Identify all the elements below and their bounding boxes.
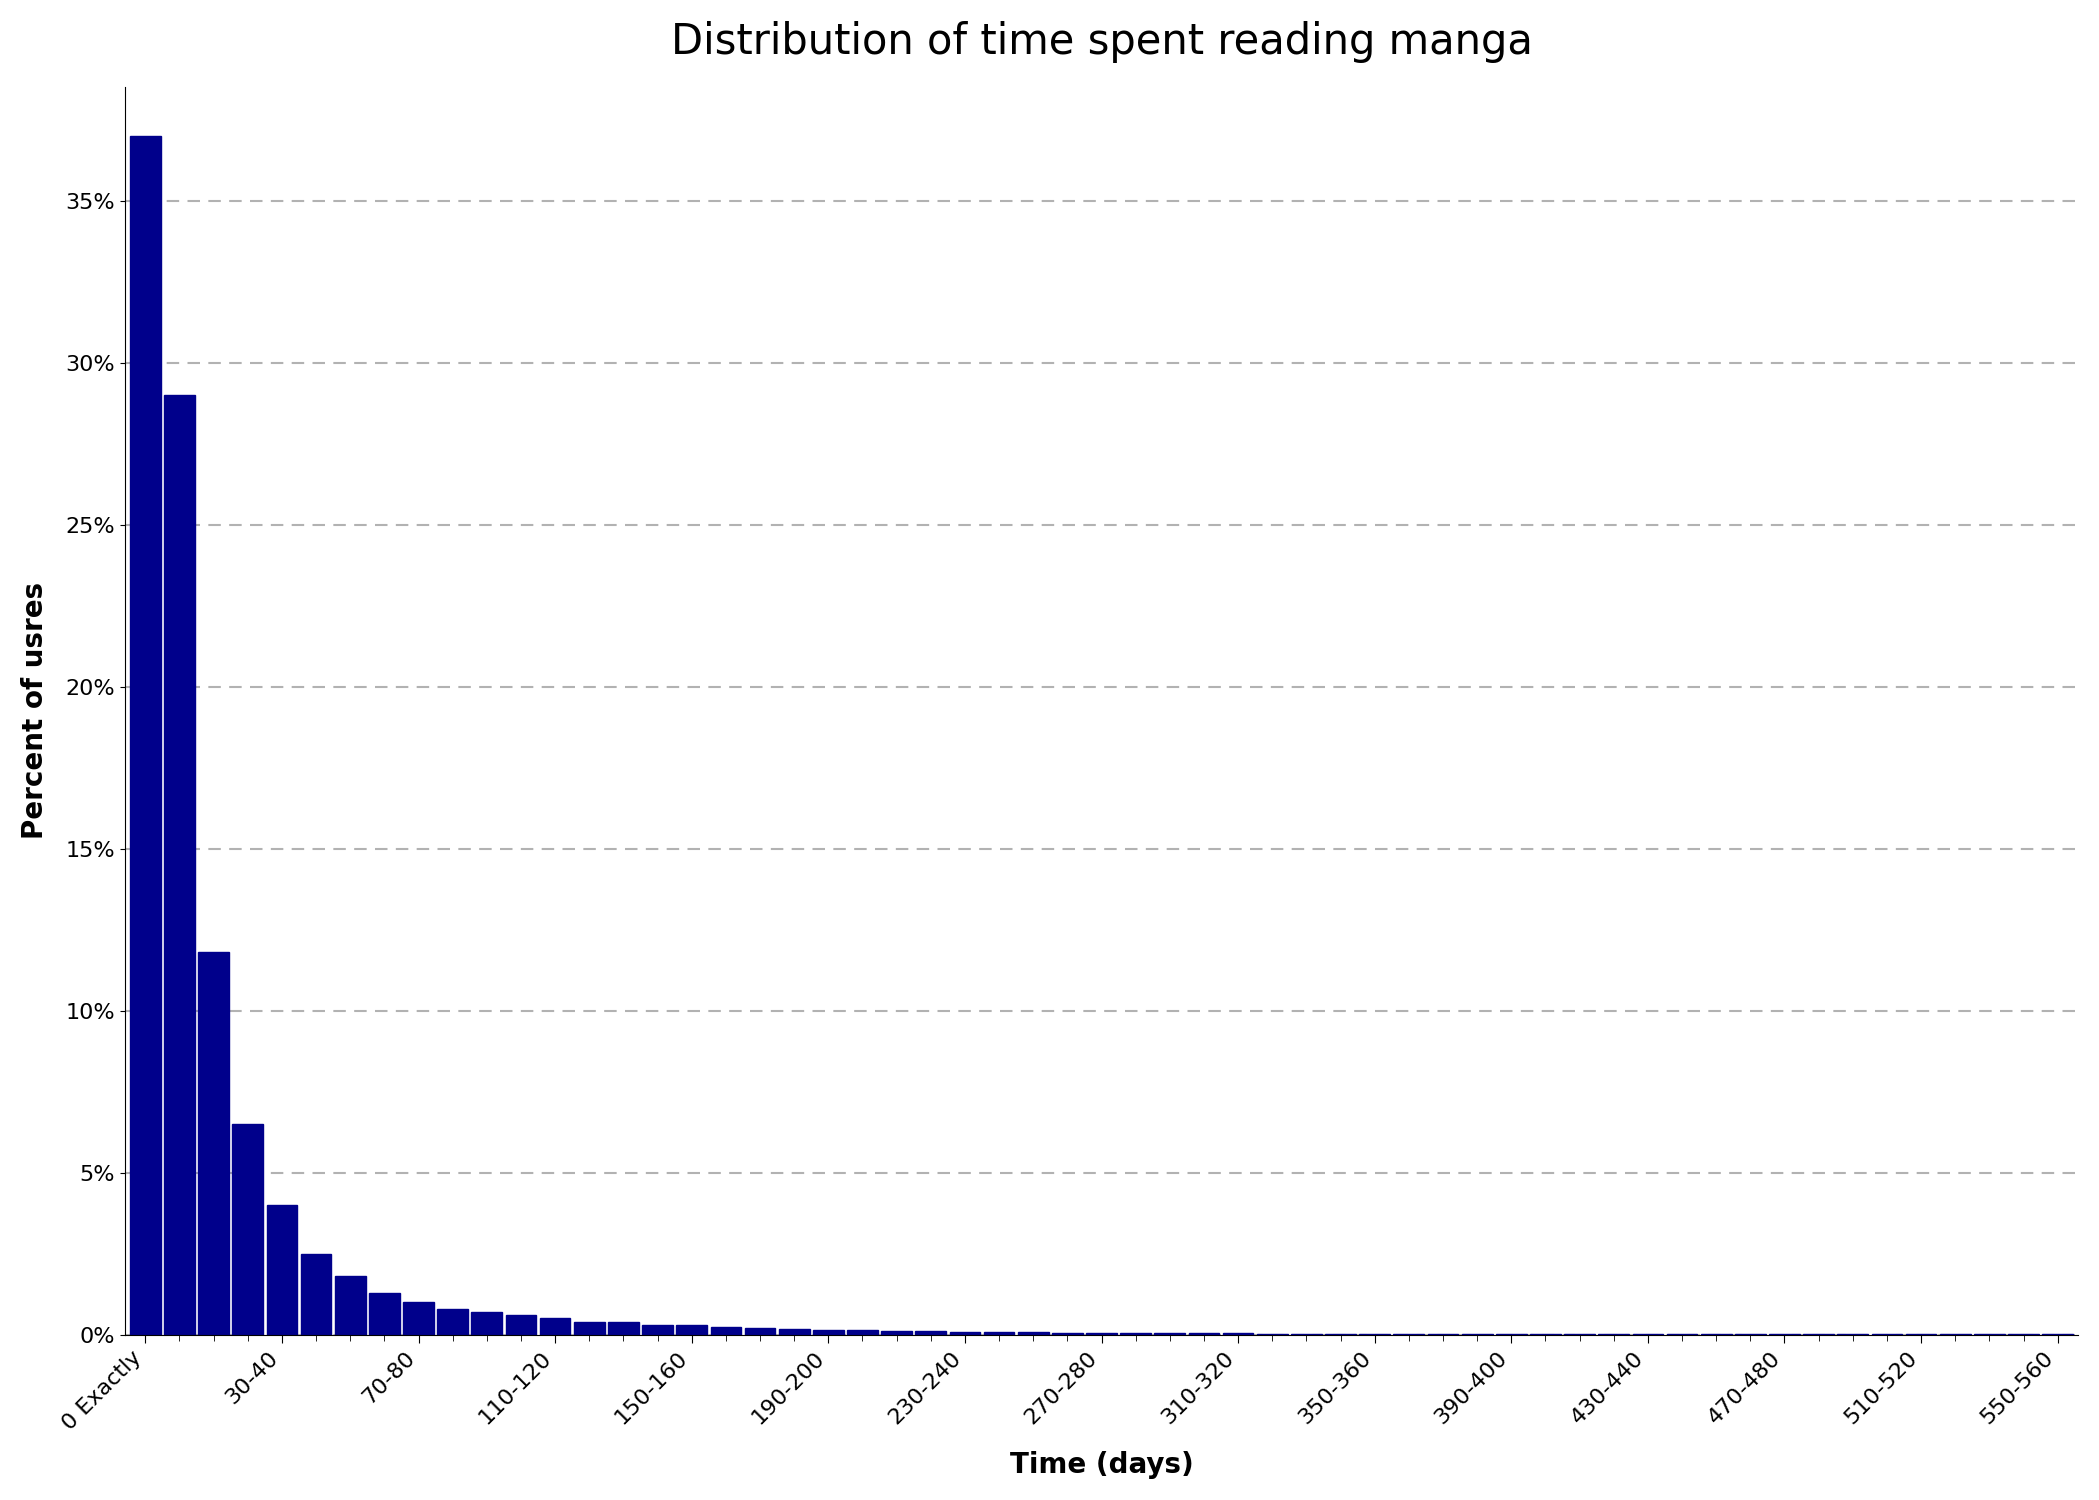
- Bar: [336, 1276, 365, 1335]
- Bar: [949, 1332, 980, 1335]
- Bar: [573, 1322, 605, 1335]
- Bar: [403, 1302, 434, 1335]
- Bar: [709, 1326, 741, 1335]
- Bar: [745, 1328, 775, 1335]
- Title: Distribution of time spent reading manga: Distribution of time spent reading manga: [670, 21, 1532, 63]
- Bar: [882, 1330, 911, 1335]
- Bar: [1052, 1332, 1083, 1335]
- Bar: [267, 1204, 298, 1335]
- Bar: [197, 952, 229, 1335]
- Bar: [676, 1324, 707, 1335]
- Bar: [984, 1332, 1014, 1335]
- Bar: [164, 394, 195, 1335]
- Bar: [642, 1324, 674, 1335]
- Y-axis label: Percent of usres: Percent of usres: [21, 582, 48, 840]
- Bar: [812, 1330, 844, 1335]
- Bar: [1154, 1334, 1186, 1335]
- Bar: [779, 1329, 810, 1335]
- Bar: [437, 1310, 468, 1335]
- Bar: [1018, 1332, 1050, 1335]
- Bar: [130, 136, 162, 1335]
- Bar: [1121, 1334, 1150, 1335]
- Bar: [915, 1332, 947, 1335]
- Bar: [848, 1330, 877, 1335]
- Bar: [300, 1254, 332, 1335]
- Bar: [1085, 1332, 1117, 1335]
- Bar: [233, 1124, 262, 1335]
- Bar: [506, 1316, 537, 1335]
- Bar: [609, 1322, 638, 1335]
- Bar: [472, 1312, 502, 1335]
- Bar: [539, 1318, 571, 1335]
- Bar: [369, 1293, 399, 1335]
- X-axis label: Time (days): Time (days): [1010, 1450, 1194, 1479]
